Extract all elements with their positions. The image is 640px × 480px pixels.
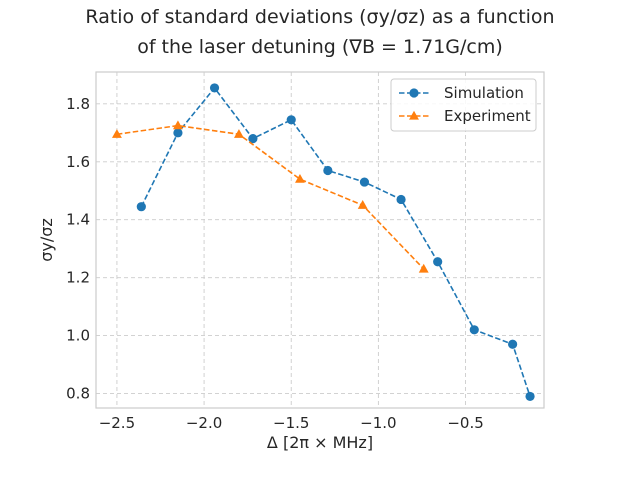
x-tick-label: −2.5 <box>99 414 135 432</box>
legend-entry: Experiment <box>399 107 531 125</box>
legend-label: Experiment <box>444 107 531 125</box>
tick-labels: −2.5 −2.0 −1.5 −1.0 −0.5 0.8 1.0 1.2 1.4 1.6 1.8 <box>66 95 484 432</box>
data-point <box>323 165 333 176</box>
legend-marker <box>409 110 419 120</box>
y-axis-label: σy/σz <box>37 218 56 262</box>
legend-label: Simulation <box>444 84 524 102</box>
y-tick-label: 0.8 <box>66 385 90 403</box>
data-point <box>234 129 244 138</box>
x-tick-label: −1.0 <box>360 414 396 432</box>
legend-entry: Simulation <box>399 84 524 102</box>
data-point <box>525 391 535 402</box>
data-point <box>433 257 443 267</box>
data-point <box>295 173 305 183</box>
data-point <box>418 263 429 273</box>
data-point <box>396 194 406 205</box>
data-point <box>359 177 370 187</box>
y-tick-label: 1.8 <box>66 95 90 113</box>
y-tick-label: 1.0 <box>66 327 90 345</box>
series-experiment <box>111 120 429 273</box>
chart-title: Ratio of standard deviations (σy/σz) as … <box>85 6 554 58</box>
x-tick-label: −0.5 <box>447 414 483 432</box>
data-point <box>209 83 220 93</box>
data-point <box>508 339 518 349</box>
data-point <box>173 128 183 138</box>
data-point <box>136 202 146 212</box>
data-point <box>172 120 183 130</box>
data-point <box>248 134 258 144</box>
data-point <box>357 200 368 209</box>
series-simulation <box>136 83 535 402</box>
legend-marker <box>409 88 419 98</box>
series-line <box>140 86 531 397</box>
x-tick-label: −2.0 <box>186 414 222 432</box>
series-line <box>116 124 425 270</box>
data-point <box>469 325 479 335</box>
chart-title-line-1: Ratio of standard deviations (σy/σz) as … <box>85 6 554 28</box>
x-axis-label: Δ [2π × MHz] <box>267 433 373 452</box>
plot-area-frame <box>95 71 545 409</box>
legend-frame <box>390 78 537 132</box>
chart-title-line-2: of the laser detuning (∇B = 1.71G/cm) <box>137 36 503 58</box>
legend: Simulation Experiment <box>390 78 537 132</box>
data-point <box>286 115 296 125</box>
x-tick-label: −1.5 <box>273 414 309 432</box>
series-layer <box>111 83 535 402</box>
y-tick-label: 1.2 <box>66 269 90 287</box>
y-tick-label: 1.6 <box>66 153 90 171</box>
y-tick-label: 1.4 <box>66 211 90 229</box>
data-point <box>111 129 122 138</box>
